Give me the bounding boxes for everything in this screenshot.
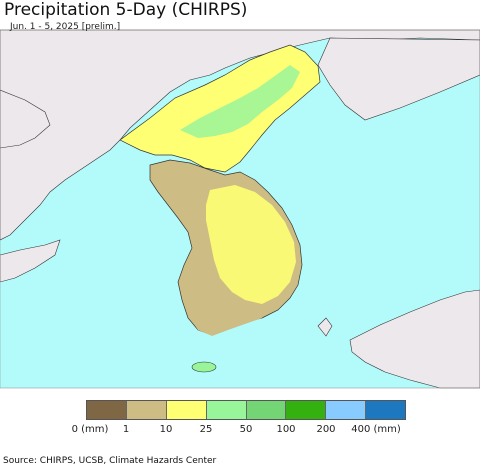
region-south-coast [190,300,268,336]
legend-label: 400 (mm) [351,424,401,435]
legend-swatch [326,401,367,419]
legend-swatch [126,401,167,419]
land-tsushima [317,317,333,337]
land-shandong [0,239,61,283]
source-credit: Source: CHIRPS, UCSB, Climate Hazards Ce… [3,456,217,466]
map-frame [0,29,480,389]
legend-label: 25 [199,424,213,435]
legend-swatch [366,401,405,419]
land-jeju [191,361,217,373]
legend-swatch [286,401,327,419]
legend-label: 50 [239,424,253,435]
land-russia [317,37,480,121]
legend-swatch [166,401,207,419]
legend-label: 1 [122,424,130,435]
land-china-peninsula [0,89,51,149]
legend-swatch [246,401,287,419]
region-south-korea-wet [206,185,296,304]
legend-swatch [206,401,247,419]
legend-label: 100 [276,424,296,435]
legend-label: 10 [159,424,173,435]
land-japan [349,289,480,389]
legend-swatch [87,401,127,419]
map-date-range: Jun. 1 - 5, 2025 [prelim.] [10,22,121,32]
map-title: Precipitation 5-Day (CHIRPS) [4,0,248,20]
legend-labels: 0 (mm) 1 10 25 50 100 200 400 (mm) [0,424,480,438]
legend-label: 200 [316,424,336,435]
region-north-korea-mountains [180,65,300,138]
legend-colorbar [86,400,406,420]
legend-label: 0 (mm) [71,424,109,435]
